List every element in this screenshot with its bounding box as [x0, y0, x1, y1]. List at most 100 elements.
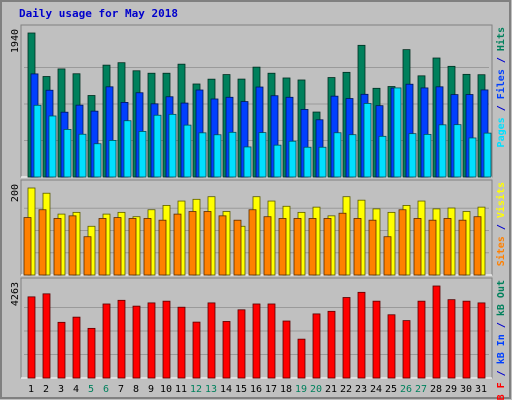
bar-kbytes-day-13 — [207, 302, 216, 379]
bar-pages-day-14 — [228, 131, 237, 178]
bar-pages-day-30 — [468, 137, 477, 178]
x-tick-label-day-22: 22 — [340, 384, 352, 395]
x-tick-label-day-17: 17 — [265, 384, 277, 395]
y-max-label-kbytes: 4263 — [10, 282, 21, 306]
x-tick-label-day-30: 30 — [460, 384, 472, 395]
bar-pages-day-9 — [153, 114, 162, 178]
legend-part: Sites — [495, 236, 507, 266]
x-tick-label-day-7: 7 — [118, 384, 124, 395]
x-tick-label-day-31: 31 — [475, 384, 487, 395]
legend-part: / — [496, 99, 507, 117]
legend-pages-files-hits: Pages / Files / Hits — [495, 27, 507, 147]
bar-kbytes-day-20 — [312, 313, 321, 379]
x-tick-label-day-23: 23 — [355, 384, 367, 395]
bar-sites-day-27 — [413, 218, 422, 276]
bar-pages-day-8 — [138, 131, 147, 178]
chart-title: Daily usage for May 2018 — [19, 7, 178, 20]
x-axis-day-labels: 1 2 3 4 5 6 7 8 9 10 11 12 13 14 15 16 17 18 19 20 21 22 23 24 2… — [28, 384, 487, 395]
bar-sites-day-21 — [323, 218, 332, 276]
bar-sites-day-17 — [263, 216, 272, 276]
bar-pages-day-31 — [483, 132, 492, 178]
bar-kbytes-day-15 — [237, 309, 246, 379]
bar-kbytes-day-12 — [192, 321, 201, 379]
bar-kbytes-day-26 — [402, 320, 411, 379]
bar-kbytes-day-25 — [387, 314, 396, 379]
bar-kbytes-day-8 — [132, 305, 141, 379]
bar-kbytes-day-24 — [372, 300, 381, 379]
bar-sites-day-7 — [113, 217, 122, 276]
bar-sites-day-16 — [248, 209, 257, 276]
bar-pages-day-13 — [213, 134, 222, 178]
bar-sites-day-6 — [98, 218, 107, 276]
bar-kbytes-day-16 — [252, 303, 261, 379]
bar-pages-day-12 — [198, 132, 207, 178]
bar-pages-day-24 — [378, 135, 387, 178]
x-tick-label-day-4: 4 — [73, 384, 79, 395]
bar-pages-day-15 — [243, 146, 252, 178]
bar-kbytes-day-31 — [477, 302, 486, 379]
bar-kbytes-day-23 — [357, 291, 366, 379]
legend-part: kB Out — [496, 280, 507, 316]
bar-kbytes-day-10 — [162, 300, 171, 379]
x-tick-label-day-25: 25 — [385, 384, 397, 395]
x-tick-label-day-21: 21 — [325, 384, 337, 395]
x-tick-label-day-2: 2 — [43, 384, 49, 395]
bar-pages-day-29 — [453, 124, 462, 178]
bar-kbytes-day-30 — [462, 300, 471, 379]
bar-pages-day-3 — [63, 129, 72, 178]
bar-kbytes-day-1 — [27, 296, 36, 379]
y-max-label-hits: 1940 — [10, 29, 21, 53]
bar-sites-day-25 — [383, 236, 392, 276]
bar-kbytes-day-9 — [147, 302, 156, 379]
bar-sites-day-11 — [173, 213, 182, 276]
bar-pages-day-17 — [273, 144, 282, 178]
x-tick-label-day-26: 26 — [400, 384, 412, 395]
bar-kbytes-day-28 — [432, 285, 441, 379]
bar-pages-day-23 — [363, 103, 372, 178]
bar-pages-day-11 — [183, 124, 192, 178]
panel-hits-files-pages — [20, 24, 493, 178]
bar-kbytes-day-22 — [342, 297, 351, 379]
bar-sites-day-23 — [353, 218, 362, 276]
legend-part: kB In — [496, 334, 507, 364]
bar-pages-day-21 — [333, 132, 342, 178]
bar-pages-day-20 — [318, 146, 327, 178]
x-tick-label-day-1: 1 — [28, 384, 34, 395]
x-tick-label-day-10: 10 — [160, 384, 172, 395]
legend-part: Pages — [496, 117, 507, 147]
bar-sites-day-30 — [458, 219, 467, 276]
x-tick-label-day-13: 13 — [205, 384, 217, 395]
x-tick-label-day-8: 8 — [133, 384, 139, 395]
bar-pages-day-18 — [288, 140, 297, 178]
bar-kbytes-day-17 — [267, 303, 276, 379]
bar-kbytes-day-27 — [417, 300, 426, 379]
x-tick-label-day-11: 11 — [175, 384, 187, 395]
bar-sites-day-15 — [233, 219, 242, 276]
bar-sites-day-3 — [53, 218, 62, 276]
x-tick-label-day-14: 14 — [220, 384, 232, 395]
bar-pages-day-28 — [438, 124, 447, 178]
bar-pages-day-1 — [33, 104, 42, 178]
bar-kbytes-day-21 — [327, 310, 336, 379]
x-tick-label-day-27: 27 — [415, 384, 427, 395]
x-tick-label-day-28: 28 — [430, 384, 442, 395]
bar-pages-day-27 — [423, 133, 432, 178]
bar-kbytes-day-5 — [87, 327, 96, 379]
bar-sites-day-29 — [443, 218, 452, 276]
legend-sites-visits: Sites / Visits — [495, 182, 507, 266]
bar-kbytes-day-4 — [72, 316, 81, 379]
bar-sites-day-13 — [203, 211, 212, 276]
x-tick-label-day-24: 24 — [370, 384, 382, 395]
bar-kbytes-day-14 — [222, 321, 231, 379]
panel-kbytes — [20, 277, 493, 379]
panel-visits-sites — [20, 179, 493, 276]
bar-pages-day-22 — [348, 134, 357, 178]
legend-part: Hits — [495, 27, 507, 51]
legend-part: / — [496, 218, 507, 236]
bar-pages-day-19 — [303, 146, 312, 178]
bar-sites-day-8 — [128, 218, 137, 276]
x-tick-label-day-19: 19 — [295, 384, 307, 395]
bar-sites-day-1 — [23, 217, 32, 276]
x-tick-label-day-20: 20 — [310, 384, 322, 395]
